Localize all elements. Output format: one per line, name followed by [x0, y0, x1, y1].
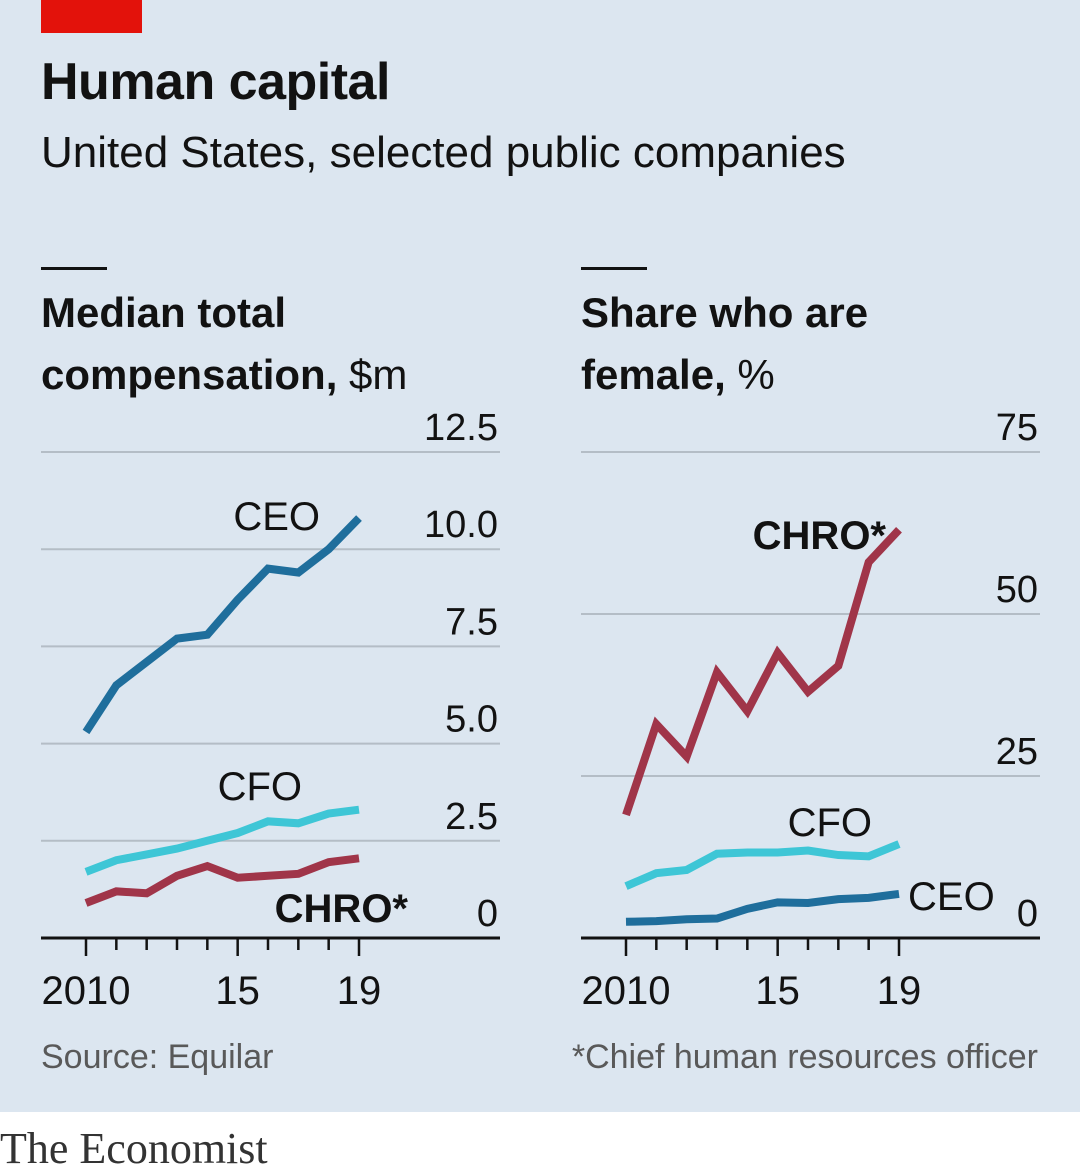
series-label-ceo: CEO: [908, 875, 995, 919]
brand-wordmark: The Economist: [0, 1124, 268, 1173]
y-tick-label: 5.0: [445, 699, 498, 741]
chart-panel: [0, 0, 1080, 1112]
y-tick-label: 75: [996, 407, 1038, 449]
charts-canvas: 0 2.5 5.0 7.5 10.0 12.5 2010 15 19 CEO CFO CHRO* 0 25…: [41, 407, 1040, 1013]
y-tick-label: 0: [1017, 893, 1038, 935]
page-title: Human capital: [41, 53, 390, 111]
y-tick-label: 7.5: [445, 601, 498, 643]
y-tick-label: 10.0: [424, 504, 498, 546]
panel-title-line1: Median total: [41, 289, 287, 336]
y-tick-label: 2.5: [445, 796, 498, 838]
series-label-chro: CHRO*: [753, 514, 887, 558]
page-subtitle: United States, selected public companies: [41, 128, 846, 177]
y-tick-label: 25: [996, 731, 1038, 773]
panel-title-line1: Share who are: [581, 289, 869, 336]
panel-unit: %: [725, 351, 775, 398]
x-tick-label: 2010: [582, 969, 671, 1013]
x-tick-label: 19: [337, 969, 382, 1013]
series-label-chro: CHRO*: [275, 887, 409, 931]
y-tick-label: 12.5: [424, 407, 498, 449]
series-line-chro: [622, 527, 902, 817]
series-label-cfo: CFO: [788, 801, 872, 845]
source-note: Source: Equilar: [41, 1038, 274, 1076]
series-line-ceo: [82, 515, 362, 735]
panel-title-line2: compensation,: [41, 351, 338, 398]
panel-title-line2: female,: [581, 351, 726, 398]
x-tick-label: 2010: [42, 969, 131, 1013]
series-line-cfo: [624, 840, 901, 890]
y-tick-label: 0: [477, 893, 498, 935]
panel-rule-right: [581, 267, 647, 270]
panel-unit: $m: [337, 351, 408, 398]
series-label-ceo: CEO: [233, 495, 320, 539]
brand-red-bar: [41, 0, 142, 33]
footnote: *Chief human resources officer: [571, 1038, 1038, 1076]
y-tick-label: 50: [996, 569, 1038, 611]
series-line-cfo: [84, 805, 360, 876]
series-label-cfo: CFO: [218, 765, 302, 809]
x-tick-label: 19: [877, 969, 922, 1013]
series-line-ceo: [625, 889, 900, 926]
series-line-chro: [84, 854, 360, 907]
x-tick-label: 15: [215, 969, 260, 1013]
x-tick-label: 15: [755, 969, 800, 1013]
panel-title-female-share: Share who are female, %: [581, 282, 1061, 406]
panel-title-compensation: Median total compensation, $m: [41, 282, 521, 406]
panel-rule-left: [41, 267, 107, 270]
